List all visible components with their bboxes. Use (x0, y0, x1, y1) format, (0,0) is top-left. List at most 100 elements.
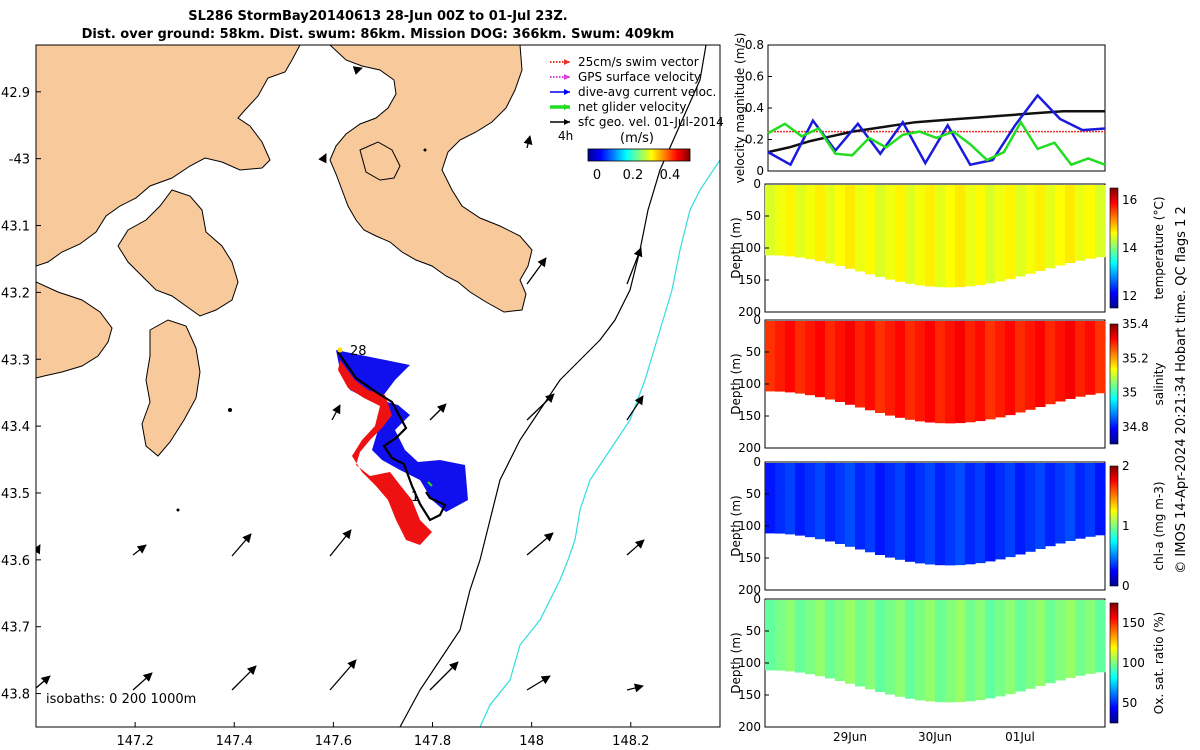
geostrophic-arrows (36, 66, 645, 693)
colorbar-tick-label: 100 (1122, 656, 1145, 670)
profile-cell (1085, 463, 1096, 537)
map-y-tick-label: 43.1 (1, 220, 30, 235)
profile-cell (865, 321, 876, 411)
profile-y-tick-label: 200 (738, 441, 761, 455)
profile-cell (1035, 600, 1046, 686)
profile-y-tick-label: 100 (738, 377, 761, 391)
profile-cell (1055, 463, 1066, 544)
profile-cell (795, 185, 806, 258)
profile-y-tick-label: 50 (746, 209, 761, 223)
geo-arrow (231, 533, 252, 557)
legend-arrowhead (564, 119, 570, 125)
profile-y-tick-label: 150 (738, 688, 761, 702)
colorbar-tick: 0.4 (660, 168, 681, 183)
profile-cell (915, 600, 926, 701)
land-east-peninsula (329, 45, 533, 313)
map-x-tick-label: 147.6 (315, 734, 352, 749)
profile-y-tick-label: 50 (746, 345, 761, 359)
colorbar-tick-label: 1 (1122, 519, 1130, 533)
profile-cell (825, 600, 836, 679)
track-label-end: 1 (411, 490, 419, 505)
profile-cell (975, 185, 986, 286)
geo-arrow (523, 135, 533, 149)
profile-cell (955, 185, 966, 288)
profile-cell (1075, 321, 1086, 397)
velocity-y-tick-label: 0.6 (745, 70, 764, 84)
glider-track (336, 347, 468, 545)
profile-cell (875, 600, 886, 692)
profile-cell (855, 463, 866, 550)
geo-arrow (318, 153, 327, 164)
profile-cell (885, 463, 896, 558)
colorbar-tick-label: 12 (1122, 289, 1137, 303)
profile-y-tick-label: 50 (746, 487, 761, 501)
profile-y-tick-label: 200 (738, 583, 761, 597)
profile-cell (905, 463, 916, 562)
profile-cell (915, 185, 926, 286)
profile-cell (1065, 321, 1076, 399)
map-x-ticks: 147.2 147.4 147.6 147.8 148 148.2 (117, 722, 649, 749)
profile-cell (985, 600, 996, 699)
profile-cell (1015, 321, 1026, 413)
geo-arrow (36, 544, 41, 555)
islet (423, 148, 427, 152)
map-frame (35, 44, 721, 728)
map-y-ticks: 42.9 -43 43.1 43.2 43.3 43.4 43.5 43.6 43.7 43.8 (1, 86, 41, 703)
profile-cell (895, 321, 906, 418)
geo-arrow (526, 532, 554, 556)
velocity-series-line (767, 119, 1106, 167)
profile-cell (815, 321, 826, 398)
profile-cell (775, 321, 786, 392)
profile-cell (875, 185, 886, 277)
profile-cell (955, 600, 966, 703)
profile-cell (1085, 600, 1096, 674)
profile-cell (995, 600, 1006, 697)
profile-cell (855, 600, 866, 687)
profile-y-tick-label: 0 (753, 313, 761, 327)
profile-cell (855, 321, 866, 408)
map-y-tick-label: 43.7 (1, 621, 30, 636)
profile-cell (1025, 600, 1036, 689)
profile-cell (1015, 463, 1026, 555)
colorbar-label: chl-a (mg m-3) (1152, 481, 1166, 570)
profile-cell (1075, 600, 1086, 676)
profile-cell (1085, 185, 1096, 259)
profile-cell (1035, 321, 1046, 407)
geo-arrow (526, 393, 555, 421)
land-mainland-north (36, 45, 301, 267)
profile-cell (975, 600, 986, 701)
profile-cell (1015, 185, 1026, 277)
profile-cell (805, 463, 816, 538)
profile-cell (1045, 185, 1056, 269)
profile-cell (1065, 185, 1076, 263)
profile-cell (765, 321, 776, 392)
profile-cell (985, 463, 996, 562)
profile-cell (1005, 321, 1016, 416)
profile-cell (775, 185, 786, 256)
map-y-tick-label: 42.9 (1, 86, 30, 101)
map-y-tick-label: -43 (9, 153, 30, 168)
profile-cell (855, 185, 866, 272)
geo-arrow (626, 247, 643, 285)
legend-item: GPS surface velocity (550, 70, 701, 84)
geo-arrow (329, 659, 357, 691)
profile-cell (1005, 185, 1016, 280)
profile-cell (815, 463, 826, 540)
map-y-tick-label: 43.3 (1, 353, 30, 368)
geo-arrow (429, 403, 447, 421)
map-x-tick-label: 148.2 (612, 734, 649, 749)
profile-cell (815, 185, 826, 262)
profile-cell (935, 321, 946, 424)
profile-panel-salinity: 0 50 100 150 200 Depth (m) 35.4 35.2 35 34.8 salin… (729, 313, 1166, 455)
map-panel: 28 1 isobaths: 0 200 1000m 147.2 147.4 147… (1, 44, 724, 749)
land-peninsula-west (36, 281, 113, 379)
profile-cell (1045, 600, 1056, 684)
colorbar-unit-label: (m/s) (620, 131, 654, 146)
map-y-tick-label: 43.4 (1, 420, 30, 435)
profile-y-tick-label: 100 (738, 656, 761, 670)
profile-ylabel: Depth (m) (729, 495, 743, 556)
legend-item: sfc geo. vel. 01-Jul-2014 (550, 115, 724, 129)
net-glider-track (337, 351, 447, 522)
geo-arrow (36, 675, 51, 689)
